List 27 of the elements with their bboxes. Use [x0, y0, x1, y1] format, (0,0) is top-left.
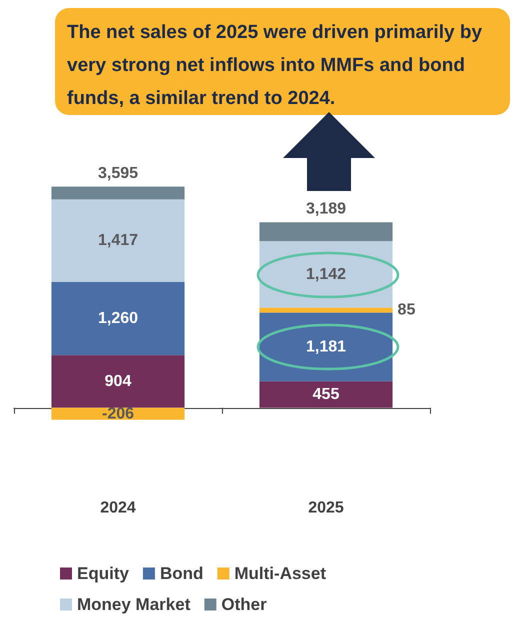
legend-label: Other [221, 595, 268, 614]
bar [259, 241, 393, 308]
legend-label: Multi-Asset [234, 564, 326, 583]
bar [51, 282, 185, 356]
bar [51, 355, 185, 408]
data-label: 1,417 [98, 232, 138, 250]
data-label: 455 [312, 386, 340, 404]
text: The net sales of 2025 were driven primarily by very strong net inflows into MMFs and bond funds, a similar trend to 2024. [55, 8, 510, 115]
data-label: -206 [102, 405, 134, 422]
data-label: 904 [104, 372, 132, 390]
legend-label: Bond [160, 564, 204, 583]
bar [259, 381, 393, 408]
legend-label: Equity [77, 564, 130, 583]
total-label: 3,595 [98, 165, 138, 182]
bar [259, 308, 393, 313]
total-label: 3,189 [306, 200, 346, 218]
data-label: 85 [398, 302, 416, 319]
x-tick-label: 2025 [308, 500, 344, 516]
x-tick-label: 2024 [100, 500, 136, 516]
data-label: 1,181 [306, 338, 346, 356]
bar [259, 222, 393, 242]
legend-label: Money Market [77, 595, 191, 614]
bar [259, 312, 393, 382]
data-label: 1,260 [98, 310, 138, 328]
data-label: 1,142 [306, 266, 346, 283]
bar [51, 186, 185, 200]
bar [51, 199, 185, 282]
